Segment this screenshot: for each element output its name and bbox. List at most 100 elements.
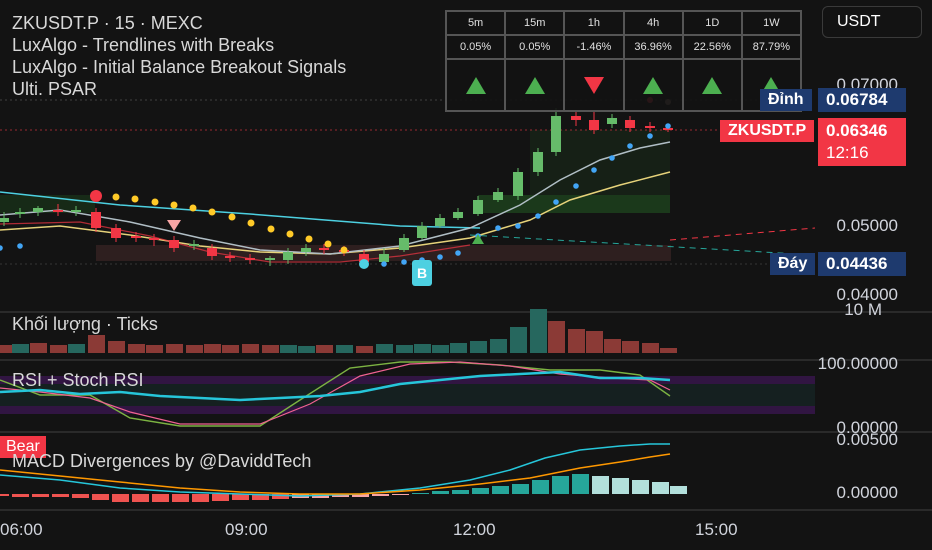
volume-bar [222, 345, 239, 353]
bear-divergence-tag: Bear [0, 436, 46, 458]
candle-body [571, 116, 581, 120]
candle-body [645, 126, 655, 128]
volume-bar [642, 343, 659, 353]
psar-dot [495, 225, 501, 231]
volume-bar [50, 345, 67, 353]
psar-dot [267, 225, 275, 233]
up-arrow-icon [465, 76, 486, 94]
rsi-pane-title[interactable]: RSI + Stoch RSI [12, 370, 144, 390]
psar-dot [247, 219, 255, 227]
buy-signal-marker [472, 234, 484, 244]
volume-bar [414, 344, 431, 353]
macd-histogram-bar [572, 474, 589, 494]
candle-body [301, 248, 311, 252]
candle-body [283, 252, 293, 260]
candle-body [189, 244, 199, 246]
price-axis-tick: 0.05000 [836, 216, 898, 235]
volume-bar [298, 346, 315, 353]
candle-body [111, 228, 121, 238]
volume-bar [450, 343, 467, 353]
psar-dot [401, 259, 407, 265]
candle-body [53, 210, 63, 212]
indicator-psar[interactable]: Ulti. PSAR [12, 79, 98, 99]
pivot-low-marker [359, 259, 369, 269]
up-arrow-icon [643, 76, 664, 94]
macd-histogram-bar [512, 484, 529, 494]
macd-histogram-bar [472, 488, 489, 494]
psar-dot [609, 155, 615, 161]
volume-bar [88, 335, 105, 353]
volume-bar [262, 345, 279, 353]
candle-body [453, 212, 463, 218]
candle-body [551, 116, 561, 152]
psar-dot [381, 261, 387, 267]
volume-bar [316, 345, 333, 353]
macd-histogram-bar [452, 490, 469, 494]
candle-body [149, 238, 159, 240]
psar-dot [228, 213, 236, 221]
psar-dot [189, 204, 197, 212]
rsi-axis-bottom: 0.00000 [836, 418, 898, 437]
psar-dot [305, 235, 313, 243]
candle-body [513, 172, 523, 196]
rsi-axis-top: 100.00000 [817, 354, 898, 373]
volume-bar [660, 348, 677, 353]
tf-header-4h: 4h [623, 11, 683, 35]
psar-dot [0, 245, 3, 251]
volume-bar [242, 344, 259, 353]
macd-axis-top: 0.00500 [836, 430, 898, 449]
macd-histogram-bar [592, 476, 609, 494]
tf-header-15m: 15m [505, 11, 565, 35]
volume-pane-title[interactable]: Khối lượng · Ticks [12, 314, 158, 334]
indicator-trendlines[interactable]: LuxAlgo - Trendlines with Breaks [12, 35, 275, 55]
indicator-initial-balance[interactable]: LuxAlgo - Initial Balance Breakout Signa… [12, 57, 347, 77]
tf-change-5m: 0.05% [446, 35, 506, 59]
breakout-buy-tag[interactable]: B [412, 260, 432, 286]
psar-dot [340, 246, 348, 254]
pivot-high-marker [90, 190, 102, 202]
timeframe-performance-table: 5m 15m 1h 4h 1D 1W 0.05% 0.05% -1.46% 36… [445, 10, 802, 112]
volume-bar [186, 345, 203, 353]
psar-dot [170, 201, 178, 209]
currency-selector-button[interactable]: USDT [822, 6, 922, 38]
volume-bar [548, 321, 565, 353]
psar-dot [627, 143, 633, 149]
symbol-title[interactable]: ZKUSDT.P · 15 · MEXC [12, 13, 203, 33]
macd-histogram-bar [552, 476, 569, 494]
rsi-mid-band [0, 384, 815, 406]
macd-pane-title[interactable]: MACD Divergences by @DaviddTech [12, 451, 312, 471]
psar-dot [665, 123, 671, 129]
up-arrow-icon [702, 76, 723, 94]
volume-bar [166, 344, 183, 353]
macd-histogram-bar [412, 493, 429, 494]
tf-change-1d: 22.56% [682, 35, 742, 59]
psar-dot [112, 193, 120, 201]
macd-line [0, 443, 670, 497]
volume-bar [586, 331, 603, 353]
macd-histogram-bar [432, 491, 449, 494]
macd-histogram-bar [652, 482, 669, 494]
down-arrow-icon [583, 76, 604, 94]
candle-body [379, 254, 389, 262]
psar-dot [131, 195, 139, 203]
macd-histogram-bar [332, 494, 349, 497]
macd-histogram-bar [132, 494, 149, 502]
sell-signal-marker [167, 220, 181, 231]
volume-bar [396, 345, 413, 353]
macd-histogram [0, 474, 687, 502]
time-axis-tick: 15:00 [695, 520, 738, 539]
tf-change-15m: 0.05% [505, 35, 565, 59]
volume-bar [490, 339, 507, 353]
psar-dot [455, 250, 461, 256]
time-axis-tick: 06:00 [0, 520, 43, 539]
macd-histogram-bar [172, 494, 189, 502]
initial-balance-high-zone [478, 195, 670, 213]
macd-axis-bottom: 0.00000 [836, 483, 898, 502]
volume-axis-tick: 10 M [844, 300, 882, 319]
candle-body [33, 208, 43, 212]
price-axis-tick: 0.04000 [836, 285, 898, 304]
macd-histogram-bar [0, 494, 9, 496]
tf-header-5m: 5m [446, 11, 506, 35]
candle-body [15, 212, 25, 214]
